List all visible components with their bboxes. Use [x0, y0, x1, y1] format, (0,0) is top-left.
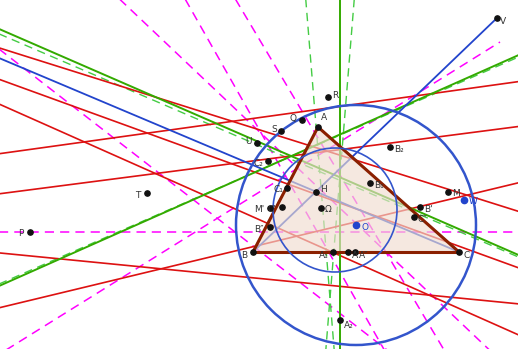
Text: C': C' [268, 205, 277, 214]
Text: A₁: A₁ [319, 252, 329, 260]
Text: Q: Q [290, 113, 297, 122]
Text: M': M' [254, 206, 264, 215]
Text: U: U [245, 136, 252, 146]
Text: C″: C″ [418, 215, 428, 223]
Text: A': A' [352, 252, 361, 260]
Text: S: S [271, 125, 277, 134]
Text: R: R [332, 90, 338, 99]
Text: T: T [135, 191, 140, 200]
Text: H: H [320, 186, 327, 194]
Polygon shape [253, 127, 459, 252]
Text: B₂: B₂ [394, 144, 404, 154]
Text: B': B' [424, 205, 433, 214]
Text: W: W [469, 198, 478, 207]
Text: B: B [241, 252, 247, 260]
Text: P: P [18, 230, 23, 238]
Text: V: V [500, 17, 506, 27]
Text: C₂: C₂ [254, 158, 264, 168]
Text: M: M [452, 190, 460, 199]
Text: A: A [321, 113, 327, 122]
Text: A″: A″ [359, 252, 368, 260]
Text: B″: B″ [254, 224, 264, 233]
Text: A₂: A₂ [344, 321, 354, 331]
Text: O: O [361, 223, 368, 232]
Text: C₁: C₁ [273, 186, 283, 194]
Text: C: C [463, 252, 469, 260]
Text: Ω: Ω [325, 206, 332, 215]
Text: B₁: B₁ [374, 180, 384, 190]
